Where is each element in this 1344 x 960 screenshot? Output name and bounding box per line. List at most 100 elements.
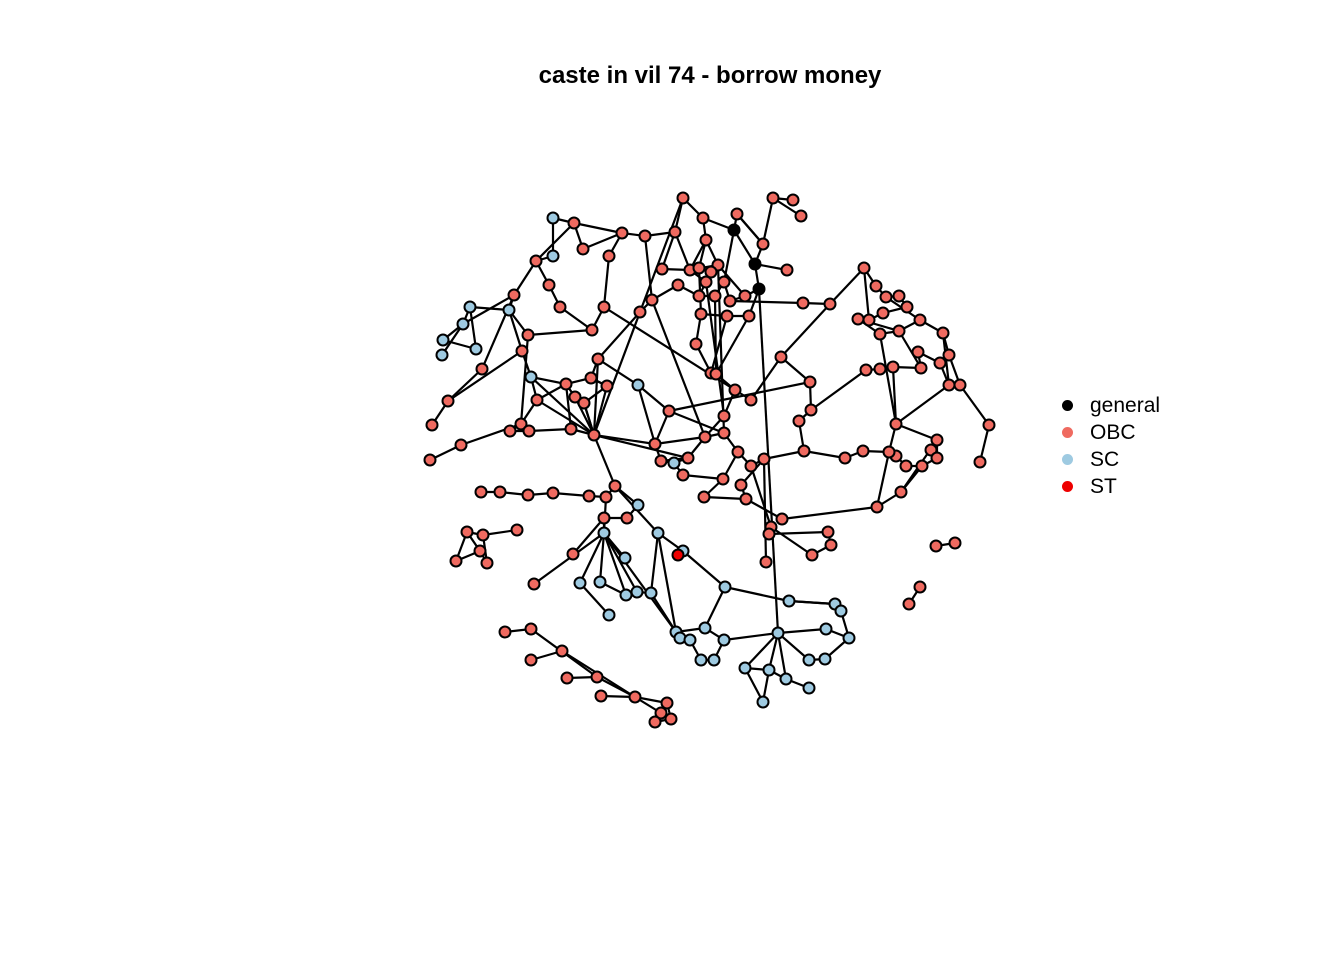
network-node <box>510 523 524 537</box>
network-node <box>873 362 887 376</box>
network-node <box>564 422 578 436</box>
edge <box>788 599 836 606</box>
network-node <box>480 556 494 570</box>
network-node <box>585 323 599 337</box>
edge <box>682 550 726 588</box>
network-node <box>584 371 598 385</box>
network-node <box>600 379 614 393</box>
network-node <box>582 489 596 503</box>
network-node <box>902 597 916 611</box>
network-node <box>782 594 796 608</box>
edge <box>592 358 600 436</box>
network-node <box>493 485 507 499</box>
edge <box>602 255 611 308</box>
legend-label-general: general <box>1090 393 1161 417</box>
edge <box>803 449 846 460</box>
network-node <box>742 309 756 323</box>
network-node <box>615 226 629 240</box>
legend-swatch-st <box>1062 481 1073 492</box>
edge <box>729 299 804 305</box>
edge <box>763 449 805 461</box>
network-node <box>873 327 887 341</box>
edge <box>723 631 779 642</box>
network-node <box>900 300 914 314</box>
network-node <box>692 289 706 303</box>
network-node <box>676 468 690 482</box>
edge <box>770 526 813 556</box>
network-node <box>555 644 569 658</box>
network-node <box>930 433 944 447</box>
edge <box>593 433 689 460</box>
network-node <box>857 261 871 275</box>
network-node <box>823 297 837 311</box>
network-node <box>689 337 703 351</box>
network-node <box>694 653 708 667</box>
edge <box>704 586 726 629</box>
edge <box>650 299 707 438</box>
edge <box>572 517 605 555</box>
network-node <box>529 254 543 268</box>
network-node <box>913 313 927 327</box>
network-node <box>720 309 734 323</box>
legend-label-st: ST <box>1090 474 1117 498</box>
network-node <box>819 622 833 636</box>
legend-swatch-general <box>1062 400 1073 411</box>
edge <box>709 315 729 374</box>
network-node <box>503 424 517 438</box>
network-node <box>435 348 449 362</box>
edge <box>654 435 706 446</box>
network-node <box>577 396 591 410</box>
network-node <box>698 430 712 444</box>
network-node <box>597 300 611 314</box>
network-node <box>759 555 773 569</box>
edge <box>777 627 827 635</box>
network-node <box>546 486 560 500</box>
network-node <box>821 525 835 539</box>
network-node <box>804 403 818 417</box>
network-node <box>942 378 956 392</box>
network-node <box>633 305 647 319</box>
network-node <box>734 478 748 492</box>
edge <box>668 409 725 435</box>
edge <box>716 264 726 434</box>
network-node <box>456 317 470 331</box>
network-node <box>568 390 582 404</box>
network-node <box>779 672 793 686</box>
network-node <box>794 209 808 223</box>
network-node <box>834 604 848 618</box>
legend-item-st: ST <box>1062 473 1160 500</box>
network-node <box>730 207 744 221</box>
network-node <box>608 479 622 493</box>
network-node <box>599 490 613 504</box>
edge <box>573 221 623 235</box>
edge <box>673 231 692 271</box>
network-node <box>786 193 800 207</box>
edge <box>527 328 593 337</box>
edge <box>744 632 779 669</box>
network-node <box>527 577 541 591</box>
network-node <box>756 237 770 251</box>
network-node <box>515 344 529 358</box>
network-node <box>618 551 632 565</box>
network-node <box>524 653 538 667</box>
network-node <box>655 262 669 276</box>
network-node <box>738 661 752 675</box>
edge <box>579 582 610 616</box>
network-node <box>566 547 580 561</box>
network-node <box>498 625 512 639</box>
network-node <box>514 417 528 431</box>
network-node <box>696 211 710 225</box>
legend: general OBC SC ST <box>1062 392 1160 500</box>
edge <box>528 427 572 433</box>
legend-item-obc: OBC <box>1062 419 1160 446</box>
edge <box>636 384 657 445</box>
legend-label-sc: SC <box>1090 447 1120 471</box>
network-node <box>469 342 483 356</box>
network-node <box>731 445 745 459</box>
network-node <box>591 352 605 366</box>
network-node <box>762 527 776 541</box>
network-node <box>619 588 633 602</box>
network-node <box>593 575 607 589</box>
edge <box>447 350 523 402</box>
